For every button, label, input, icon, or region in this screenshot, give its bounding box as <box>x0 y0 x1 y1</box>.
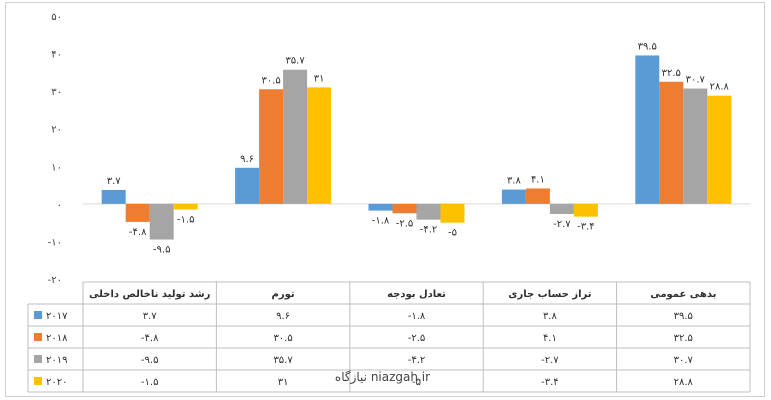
data-label: -۲.۵ <box>396 218 414 229</box>
y-tick-label: ۰ <box>57 200 62 211</box>
bar <box>235 167 260 204</box>
data-label: -۹.۵ <box>153 245 171 256</box>
category-label: بدهی عمومی <box>650 289 716 300</box>
table-value: ۲۸.۸ <box>674 377 694 388</box>
bar <box>392 203 417 214</box>
table-value: ۳.۷ <box>143 311 158 322</box>
bar <box>707 95 732 204</box>
data-label: ۳.۷ <box>107 176 122 187</box>
table-value: -۱.۵ <box>141 377 159 388</box>
category-label: رشد تولید ناخالص داخلی <box>89 289 211 300</box>
data-label: ۹.۶ <box>240 154 254 165</box>
table-value: ۳۹.۵ <box>674 311 693 322</box>
data-label: -۳.۴ <box>577 222 595 233</box>
bar <box>368 203 393 211</box>
bar <box>549 203 574 215</box>
y-tick-label: ۱۰ <box>51 162 62 173</box>
watermark: نیازگاه niazgah.ir <box>334 370 431 384</box>
data-label: -۵ <box>448 228 457 239</box>
bar <box>101 189 126 204</box>
data-label: ۳۲.۵ <box>662 68 681 79</box>
chart-frame <box>5 2 765 397</box>
data-label: ۳۱ <box>314 73 325 84</box>
table-value: ۳۰.۵ <box>273 333 292 344</box>
bar <box>173 203 198 210</box>
table-value: -۲.۵ <box>408 333 426 344</box>
data-label: -۱.۵ <box>177 214 195 225</box>
bar <box>259 89 284 204</box>
table-value: -۲.۷ <box>541 355 559 366</box>
table-value: ۳۲.۵ <box>674 333 693 344</box>
data-table: بدهی عمومی تراز حساب جاری تعادل بودجه تورم ر… <box>27 281 751 393</box>
table-value: ۴.۱ <box>543 333 557 344</box>
bars <box>101 55 732 240</box>
legend-label: ۲۰۱۷ <box>46 311 68 322</box>
table-value: ۳.۸ <box>543 311 558 322</box>
data-label: -۴.۸ <box>129 227 147 238</box>
table-value: -۹.۵ <box>141 355 159 366</box>
table-value: ۳۰.۷ <box>674 355 694 366</box>
legend-swatch <box>34 377 42 385</box>
bar <box>501 189 526 204</box>
data-label: ۳.۸ <box>507 176 522 187</box>
bar <box>149 203 174 240</box>
bar <box>659 81 684 204</box>
table-value: -۳.۴ <box>541 377 559 388</box>
bar <box>440 203 465 223</box>
table-value: ۳۱ <box>278 377 289 388</box>
data-label: ۳۰.۵ <box>261 75 280 86</box>
bar <box>683 88 708 204</box>
data-label: -۱.۸ <box>372 216 390 227</box>
y-tick-label: -۱۰ <box>48 237 62 248</box>
data-label: ۳۰.۷ <box>686 75 706 86</box>
legend-swatch <box>34 333 42 341</box>
data-label: ۲۸.۸ <box>710 82 730 93</box>
legend-swatch <box>34 355 42 363</box>
y-tick-label: ۲۰ <box>51 125 62 136</box>
data-label: -۲.۷ <box>553 219 571 230</box>
bar <box>125 203 150 222</box>
data-labels: ۳۹.۵ ۳۲.۵ ۳۰.۷ ۲۸.۸ ۳.۸ ۴.۱ -۲.۷ -۳.۴ -۱.۸ -۲.۵ -۴… <box>107 41 730 255</box>
y-tick-label: ۳۰ <box>51 87 62 98</box>
table-value: ۹.۶ <box>276 311 290 322</box>
table-value: -۱.۸ <box>408 311 426 322</box>
category-label: تورم <box>272 289 295 300</box>
y-tick-label: ۴۰ <box>51 50 62 61</box>
bar <box>283 69 308 204</box>
category-label: تراز حساب جاری <box>508 289 591 300</box>
legend-label: ۲۰۱۹ <box>46 355 67 366</box>
category-label: تعادل بودجه <box>387 289 446 300</box>
legend-label: ۲۰۲۰ <box>46 377 67 388</box>
data-label: -۴.۲ <box>420 225 438 236</box>
table-value: ۳۵.۷ <box>273 355 293 366</box>
data-label: ۴.۱ <box>531 174 545 185</box>
bar <box>416 203 441 220</box>
bar <box>525 188 550 204</box>
y-tick-label: -۲۰ <box>48 275 62 286</box>
data-label: ۳۵.۷ <box>285 56 305 67</box>
y-tick-label: ۵۰ <box>51 12 62 23</box>
bar <box>307 87 332 204</box>
table-value: -۵ <box>412 377 421 388</box>
legend-swatch <box>34 311 42 319</box>
data-label: ۳۹.۵ <box>638 41 657 52</box>
bar <box>635 55 660 204</box>
bar <box>573 203 598 217</box>
table-value: -۴.۸ <box>141 333 159 344</box>
table-value: -۴.۲ <box>408 355 426 366</box>
legend-label: ۲۰۱۸ <box>46 333 68 344</box>
